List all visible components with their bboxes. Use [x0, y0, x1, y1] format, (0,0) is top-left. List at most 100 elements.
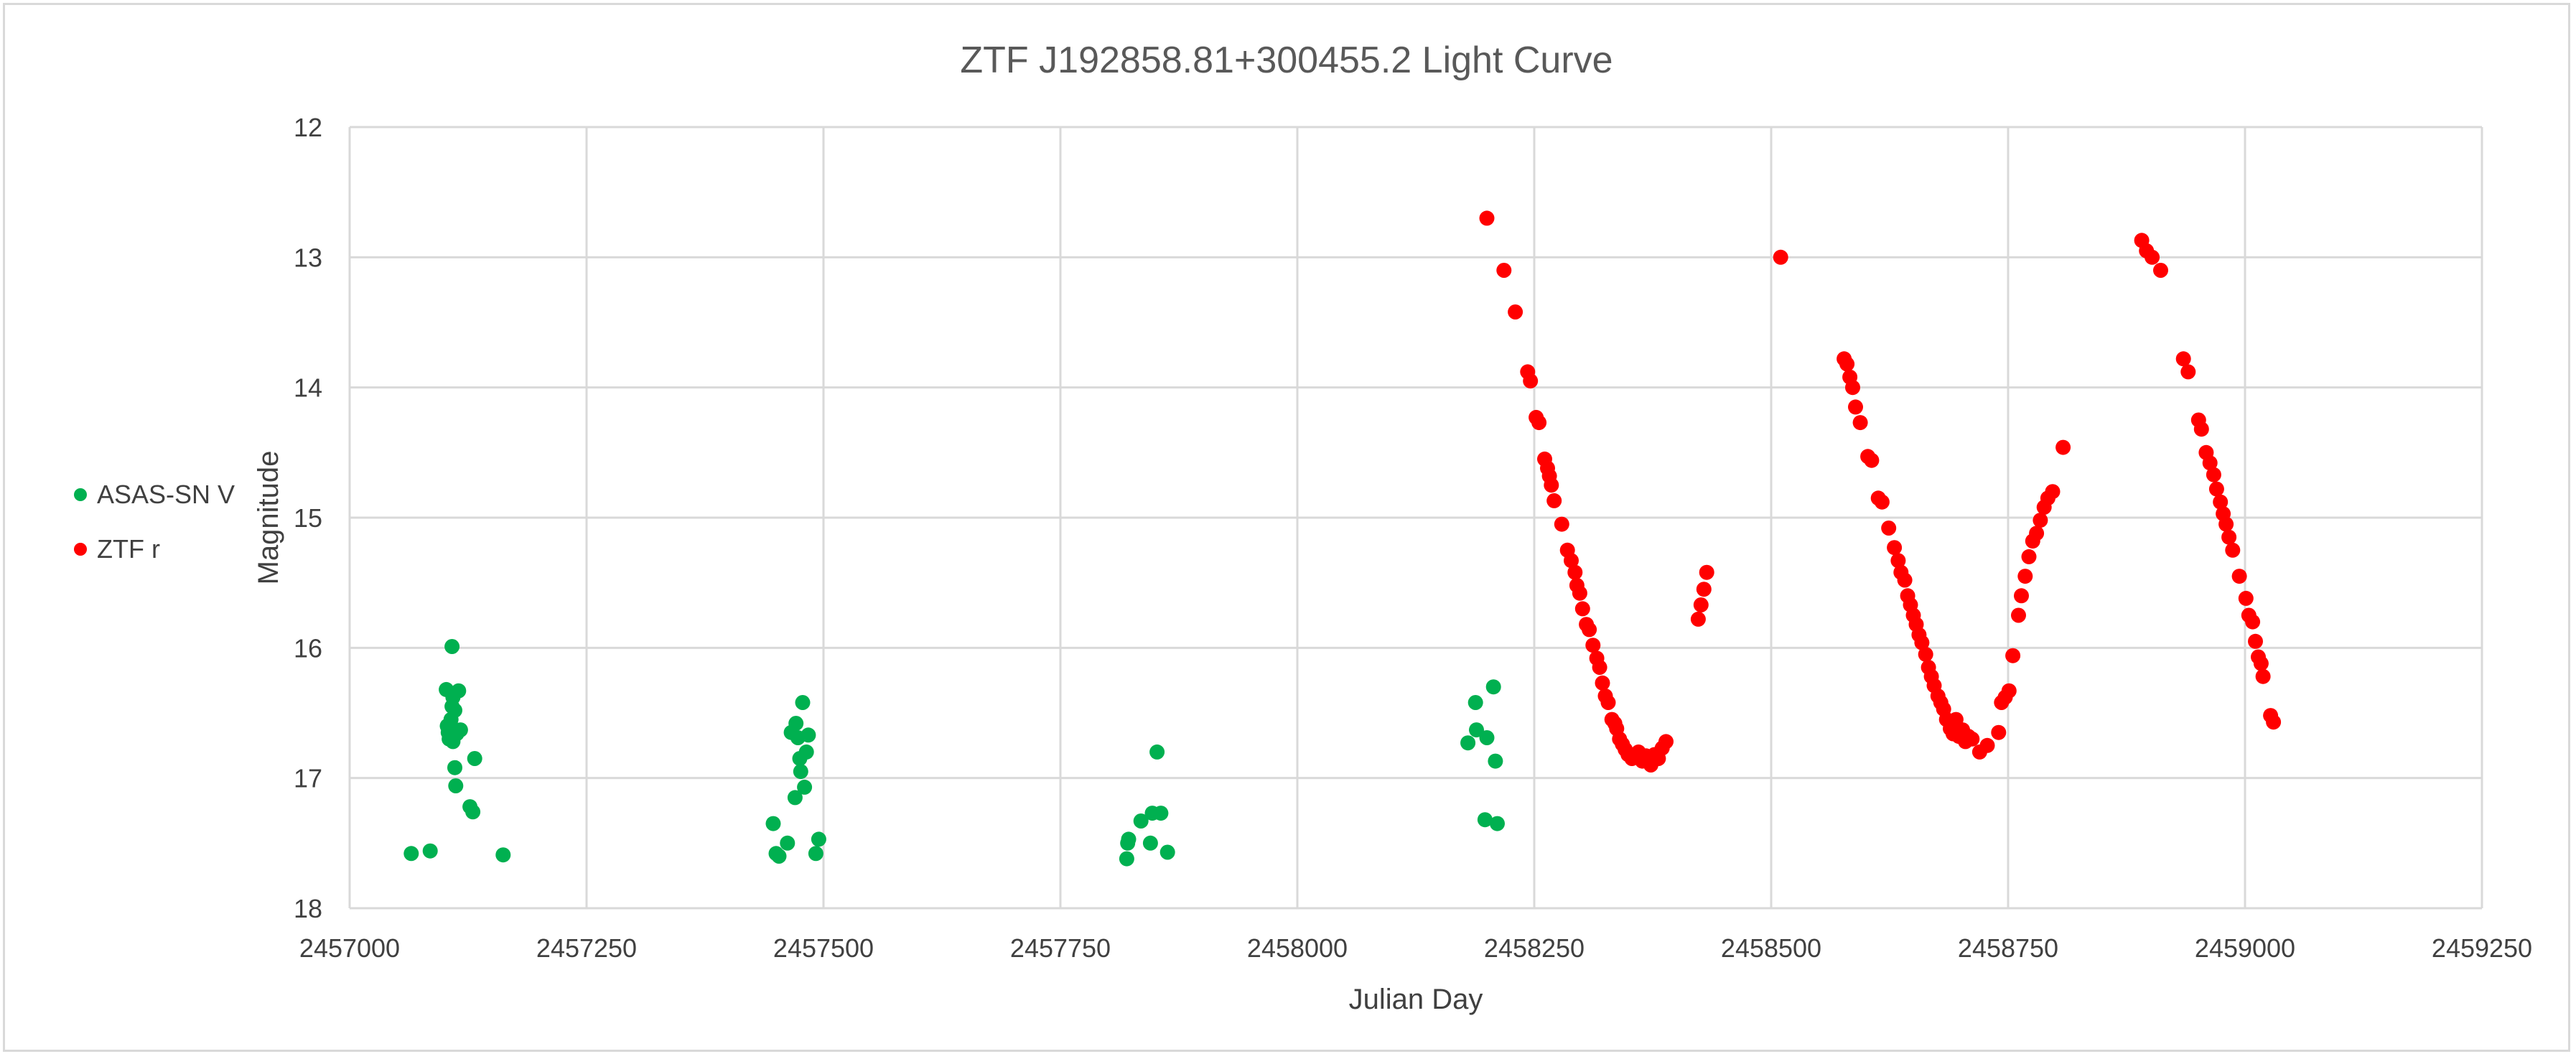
data-point — [2193, 421, 2209, 437]
data-point — [2266, 714, 2282, 730]
data-point — [1467, 695, 1483, 710]
data-point — [1479, 730, 1495, 745]
data-point — [1592, 660, 1607, 675]
data-point — [1852, 415, 1868, 431]
data-point — [2202, 455, 2218, 471]
data-point — [1864, 452, 1880, 468]
data-point — [1964, 731, 1980, 747]
y-tick-label: 13 — [294, 243, 322, 272]
x-axis-title: Julian Day — [1349, 984, 1483, 1015]
x-tick-label: 2459250 — [2432, 933, 2532, 963]
data-point — [1881, 521, 1897, 536]
data-point — [1544, 477, 1559, 493]
data-point — [1690, 611, 1706, 627]
data-point — [2180, 364, 2196, 380]
data-point — [1585, 638, 1601, 653]
data-points — [403, 210, 2282, 867]
chart-title: ZTF J192858.81+300455.2 Light Curve — [960, 39, 1613, 81]
y-tick-label: 12 — [294, 113, 322, 142]
legend-marker — [74, 488, 87, 501]
data-point — [1839, 356, 1855, 372]
data-point — [403, 846, 419, 862]
data-point — [1490, 816, 1505, 831]
data-point — [2021, 549, 2037, 564]
data-point — [1554, 516, 1569, 532]
data-point — [1119, 851, 1134, 867]
data-point — [1658, 734, 1674, 750]
data-point — [2218, 516, 2234, 532]
data-point — [1159, 844, 1175, 860]
data-point — [2253, 656, 2269, 671]
x-tick-label: 2458250 — [1484, 933, 1585, 963]
y-tick-label: 18 — [294, 894, 322, 923]
x-tick-label: 2458000 — [1247, 933, 1348, 963]
data-point — [447, 702, 462, 718]
data-point — [2175, 351, 2191, 367]
data-point — [1531, 415, 1547, 431]
data-point — [1897, 572, 1913, 588]
data-point — [1523, 373, 1539, 389]
data-point — [2225, 542, 2241, 558]
y-tick-labels: 12 13 14 15 16 17 18 — [294, 113, 322, 923]
data-point — [1121, 831, 1137, 847]
data-point — [1142, 835, 1158, 851]
data-point — [2221, 529, 2237, 545]
data-point — [1693, 597, 1709, 612]
data-point — [1887, 540, 1903, 556]
series-1 — [1479, 210, 2282, 773]
data-point — [1979, 737, 1995, 753]
data-point — [2005, 648, 2021, 663]
data-point — [811, 831, 826, 847]
data-point — [1848, 399, 1863, 415]
data-point — [465, 804, 481, 820]
data-point — [1479, 210, 1495, 226]
data-point — [1914, 635, 1930, 650]
data-point — [2045, 484, 2061, 500]
y-tick-label: 15 — [294, 503, 322, 533]
legend-label: ZTF r — [97, 534, 160, 564]
data-point — [2208, 481, 2224, 497]
x-tick-label: 2457000 — [299, 933, 400, 963]
data-point — [2033, 513, 2048, 528]
data-point — [422, 843, 438, 859]
data-point — [1508, 304, 1523, 319]
legend-label: ASAS-SN V — [97, 480, 235, 509]
data-point — [2245, 614, 2261, 630]
data-point — [1469, 722, 1484, 738]
data-point — [2255, 668, 2271, 684]
data-point — [788, 716, 804, 731]
data-point — [798, 744, 814, 760]
x-tick-label: 2457500 — [773, 933, 874, 963]
data-point — [452, 722, 468, 738]
data-point — [1874, 494, 1890, 510]
data-point — [2153, 263, 2168, 278]
data-point — [467, 751, 482, 766]
x-tick-label: 2458500 — [1721, 933, 1821, 963]
data-point — [1699, 564, 1714, 580]
data-point — [444, 639, 460, 654]
data-point — [1595, 675, 1610, 691]
data-point — [1600, 695, 1616, 710]
data-point — [771, 849, 787, 864]
data-point — [451, 683, 467, 699]
data-point — [765, 816, 781, 831]
y-axis-title: Magnitude — [253, 451, 284, 585]
legend-marker — [74, 543, 87, 556]
data-point — [2014, 588, 2029, 604]
light-curve-chart: ZTF J192858.81+300455.2 Light Curve 12 13… — [74, 39, 2532, 1015]
data-point — [2206, 467, 2221, 482]
data-point — [2001, 683, 2017, 699]
y-tick-label: 17 — [294, 764, 322, 793]
data-point — [1149, 744, 1165, 760]
x-tick-label: 2458750 — [1958, 933, 2058, 963]
y-tick-label: 16 — [294, 633, 322, 663]
data-point — [797, 779, 813, 795]
series-0 — [403, 639, 1505, 867]
x-tick-labels: 2457000 2457250 2457500 2457750 2458000 24582… — [299, 933, 2532, 963]
data-point — [808, 846, 823, 862]
data-point — [787, 790, 803, 806]
data-point — [2213, 494, 2229, 510]
data-point — [1890, 553, 1906, 569]
data-point — [1477, 812, 1493, 828]
x-tick-label: 2459000 — [2195, 933, 2295, 963]
